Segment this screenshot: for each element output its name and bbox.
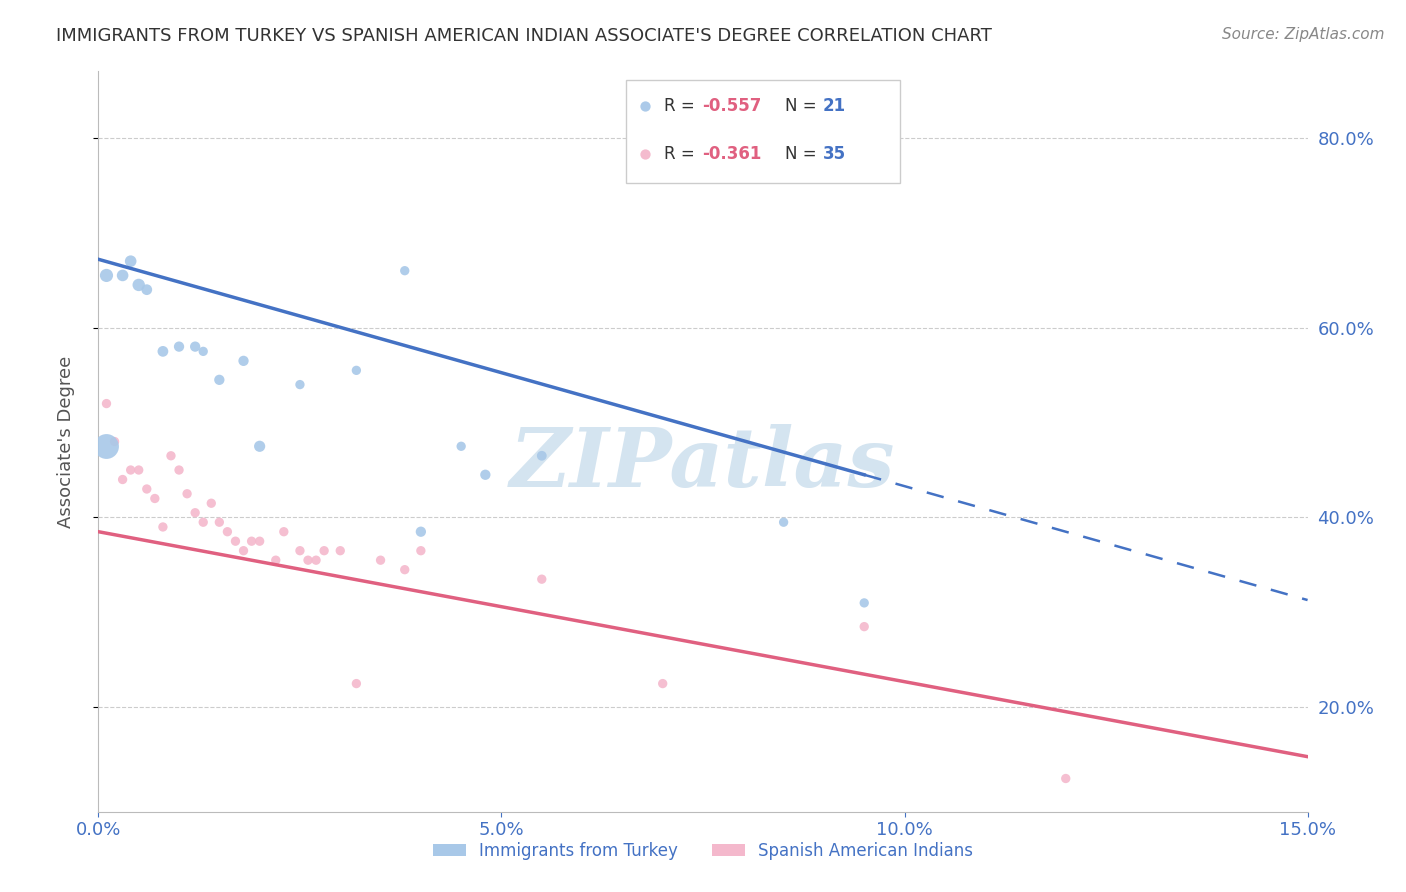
Point <box>208 515 231 529</box>
Point <box>240 534 263 549</box>
Point <box>409 543 432 558</box>
Point <box>200 496 222 510</box>
Point <box>193 344 215 359</box>
Point <box>111 268 134 283</box>
Point <box>96 268 118 283</box>
Point <box>128 277 150 292</box>
Point <box>249 534 271 549</box>
Point <box>152 520 174 534</box>
Point <box>264 553 287 567</box>
Point <box>193 515 215 529</box>
Point <box>184 506 207 520</box>
Text: 35: 35 <box>823 145 846 163</box>
Point <box>314 543 336 558</box>
Point <box>96 396 118 410</box>
Text: R =: R = <box>664 145 700 163</box>
Point <box>634 147 657 161</box>
Point <box>167 340 190 354</box>
Point <box>474 467 496 482</box>
Point <box>772 515 794 529</box>
Text: ZIPatlas: ZIPatlas <box>510 424 896 504</box>
Point <box>853 596 876 610</box>
Point <box>232 543 254 558</box>
Point <box>530 449 553 463</box>
Point <box>370 553 392 567</box>
Point <box>128 463 150 477</box>
Point <box>305 553 328 567</box>
Point <box>329 543 352 558</box>
Point <box>120 463 142 477</box>
Point <box>224 534 246 549</box>
Point <box>160 449 183 463</box>
Point <box>288 543 311 558</box>
Point <box>530 572 553 586</box>
Text: 21: 21 <box>823 97 846 115</box>
Point <box>96 439 118 453</box>
Point <box>450 439 472 453</box>
Point <box>208 373 231 387</box>
Point <box>297 553 319 567</box>
Point <box>853 620 876 634</box>
Text: N =: N = <box>785 97 821 115</box>
Point <box>409 524 432 539</box>
Point <box>135 482 157 496</box>
Point <box>273 524 295 539</box>
Point <box>120 254 142 268</box>
Point <box>1054 772 1077 786</box>
Point <box>143 491 166 506</box>
Y-axis label: Associate's Degree: Associate's Degree <box>56 355 75 528</box>
Text: -0.557: -0.557 <box>703 97 762 115</box>
Point <box>394 263 416 277</box>
Point <box>135 283 157 297</box>
Point <box>394 563 416 577</box>
Text: IMMIGRANTS FROM TURKEY VS SPANISH AMERICAN INDIAN ASSOCIATE'S DEGREE CORRELATION: IMMIGRANTS FROM TURKEY VS SPANISH AMERIC… <box>56 27 993 45</box>
Point <box>176 487 198 501</box>
Point <box>217 524 239 539</box>
Legend: Immigrants from Turkey, Spanish American Indians: Immigrants from Turkey, Spanish American… <box>426 835 980 866</box>
Point <box>232 354 254 368</box>
Point <box>103 434 125 449</box>
Point <box>344 676 367 690</box>
Point <box>167 463 190 477</box>
Point <box>249 439 271 453</box>
Point <box>152 344 174 359</box>
Text: N =: N = <box>785 145 821 163</box>
FancyBboxPatch shape <box>626 80 900 183</box>
Point <box>184 340 207 354</box>
Point <box>344 363 367 377</box>
Point <box>111 473 134 487</box>
Point <box>651 676 673 690</box>
Text: Source: ZipAtlas.com: Source: ZipAtlas.com <box>1222 27 1385 42</box>
Point <box>634 99 657 113</box>
Text: R =: R = <box>664 97 700 115</box>
Text: -0.361: -0.361 <box>703 145 762 163</box>
Point <box>288 377 311 392</box>
